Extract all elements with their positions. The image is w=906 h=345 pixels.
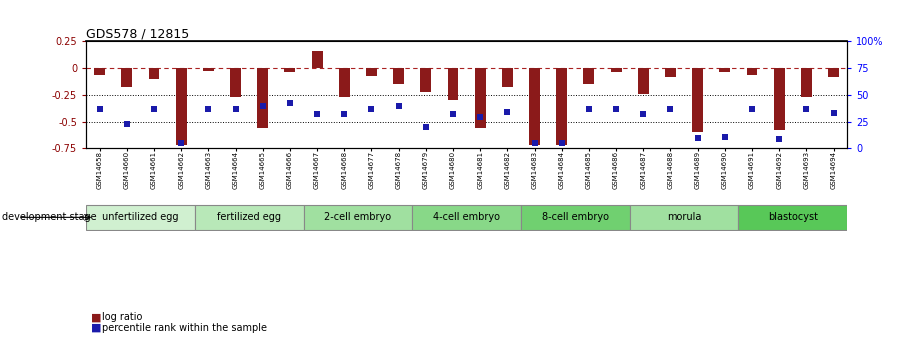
Bar — [502, 68, 513, 87]
Point — [745, 106, 759, 111]
Bar — [529, 68, 540, 145]
Point — [473, 115, 487, 120]
Point — [120, 121, 134, 127]
Point — [446, 111, 460, 117]
Bar — [312, 51, 323, 68]
Bar — [339, 68, 350, 97]
Bar — [195, 205, 304, 230]
Bar — [257, 68, 268, 128]
Text: morula: morula — [667, 213, 701, 222]
Text: percentile rank within the sample: percentile rank within the sample — [102, 323, 267, 333]
Bar — [738, 205, 847, 230]
Bar — [475, 68, 486, 128]
Bar — [611, 68, 622, 72]
Text: fertilized egg: fertilized egg — [217, 213, 281, 222]
Point — [690, 135, 705, 140]
Bar — [284, 68, 295, 72]
Bar — [94, 68, 105, 75]
Bar — [801, 68, 812, 97]
Bar — [630, 205, 738, 230]
Bar — [774, 68, 785, 130]
Point — [283, 101, 297, 106]
Text: 4-cell embryo: 4-cell embryo — [433, 213, 500, 222]
Text: development stage: development stage — [2, 213, 96, 222]
Point — [772, 136, 786, 141]
Point — [92, 106, 107, 111]
Point — [826, 110, 841, 116]
Bar — [638, 68, 649, 94]
Point — [255, 103, 270, 108]
Point — [201, 106, 216, 111]
Point — [174, 140, 188, 146]
Point — [364, 106, 379, 111]
Bar — [556, 68, 567, 145]
Point — [337, 111, 352, 117]
Bar — [448, 68, 458, 100]
Point — [147, 106, 161, 111]
Point — [636, 111, 651, 117]
Bar — [828, 68, 839, 77]
Bar — [304, 205, 412, 230]
Bar — [149, 68, 159, 79]
Text: GDS578 / 12815: GDS578 / 12815 — [86, 27, 189, 40]
Point — [310, 111, 324, 117]
Bar — [176, 68, 187, 145]
Bar — [665, 68, 676, 77]
Point — [609, 106, 623, 111]
Bar — [366, 68, 377, 76]
Text: 8-cell embryo: 8-cell embryo — [542, 213, 609, 222]
Point — [718, 134, 732, 139]
Bar — [719, 68, 730, 72]
Text: log ratio: log ratio — [102, 313, 143, 322]
Point — [228, 106, 243, 111]
Point — [799, 106, 814, 111]
Text: 2-cell embryo: 2-cell embryo — [324, 213, 391, 222]
Bar — [521, 205, 630, 230]
Bar — [583, 68, 594, 84]
Bar — [203, 68, 214, 71]
Bar — [692, 68, 703, 132]
Bar — [121, 68, 132, 87]
Bar — [86, 205, 195, 230]
Bar — [412, 205, 521, 230]
Point — [663, 106, 678, 111]
Point — [391, 103, 406, 108]
Bar — [420, 68, 431, 92]
Bar — [747, 68, 757, 75]
Text: blastocyst: blastocyst — [767, 213, 818, 222]
Bar — [230, 68, 241, 97]
Bar — [393, 68, 404, 84]
Point — [419, 124, 433, 130]
Point — [500, 109, 515, 115]
Text: ■: ■ — [91, 323, 101, 333]
Point — [554, 140, 569, 146]
Text: ■: ■ — [91, 313, 101, 322]
Point — [527, 140, 542, 146]
Text: unfertilized egg: unfertilized egg — [102, 213, 178, 222]
Point — [582, 106, 596, 111]
